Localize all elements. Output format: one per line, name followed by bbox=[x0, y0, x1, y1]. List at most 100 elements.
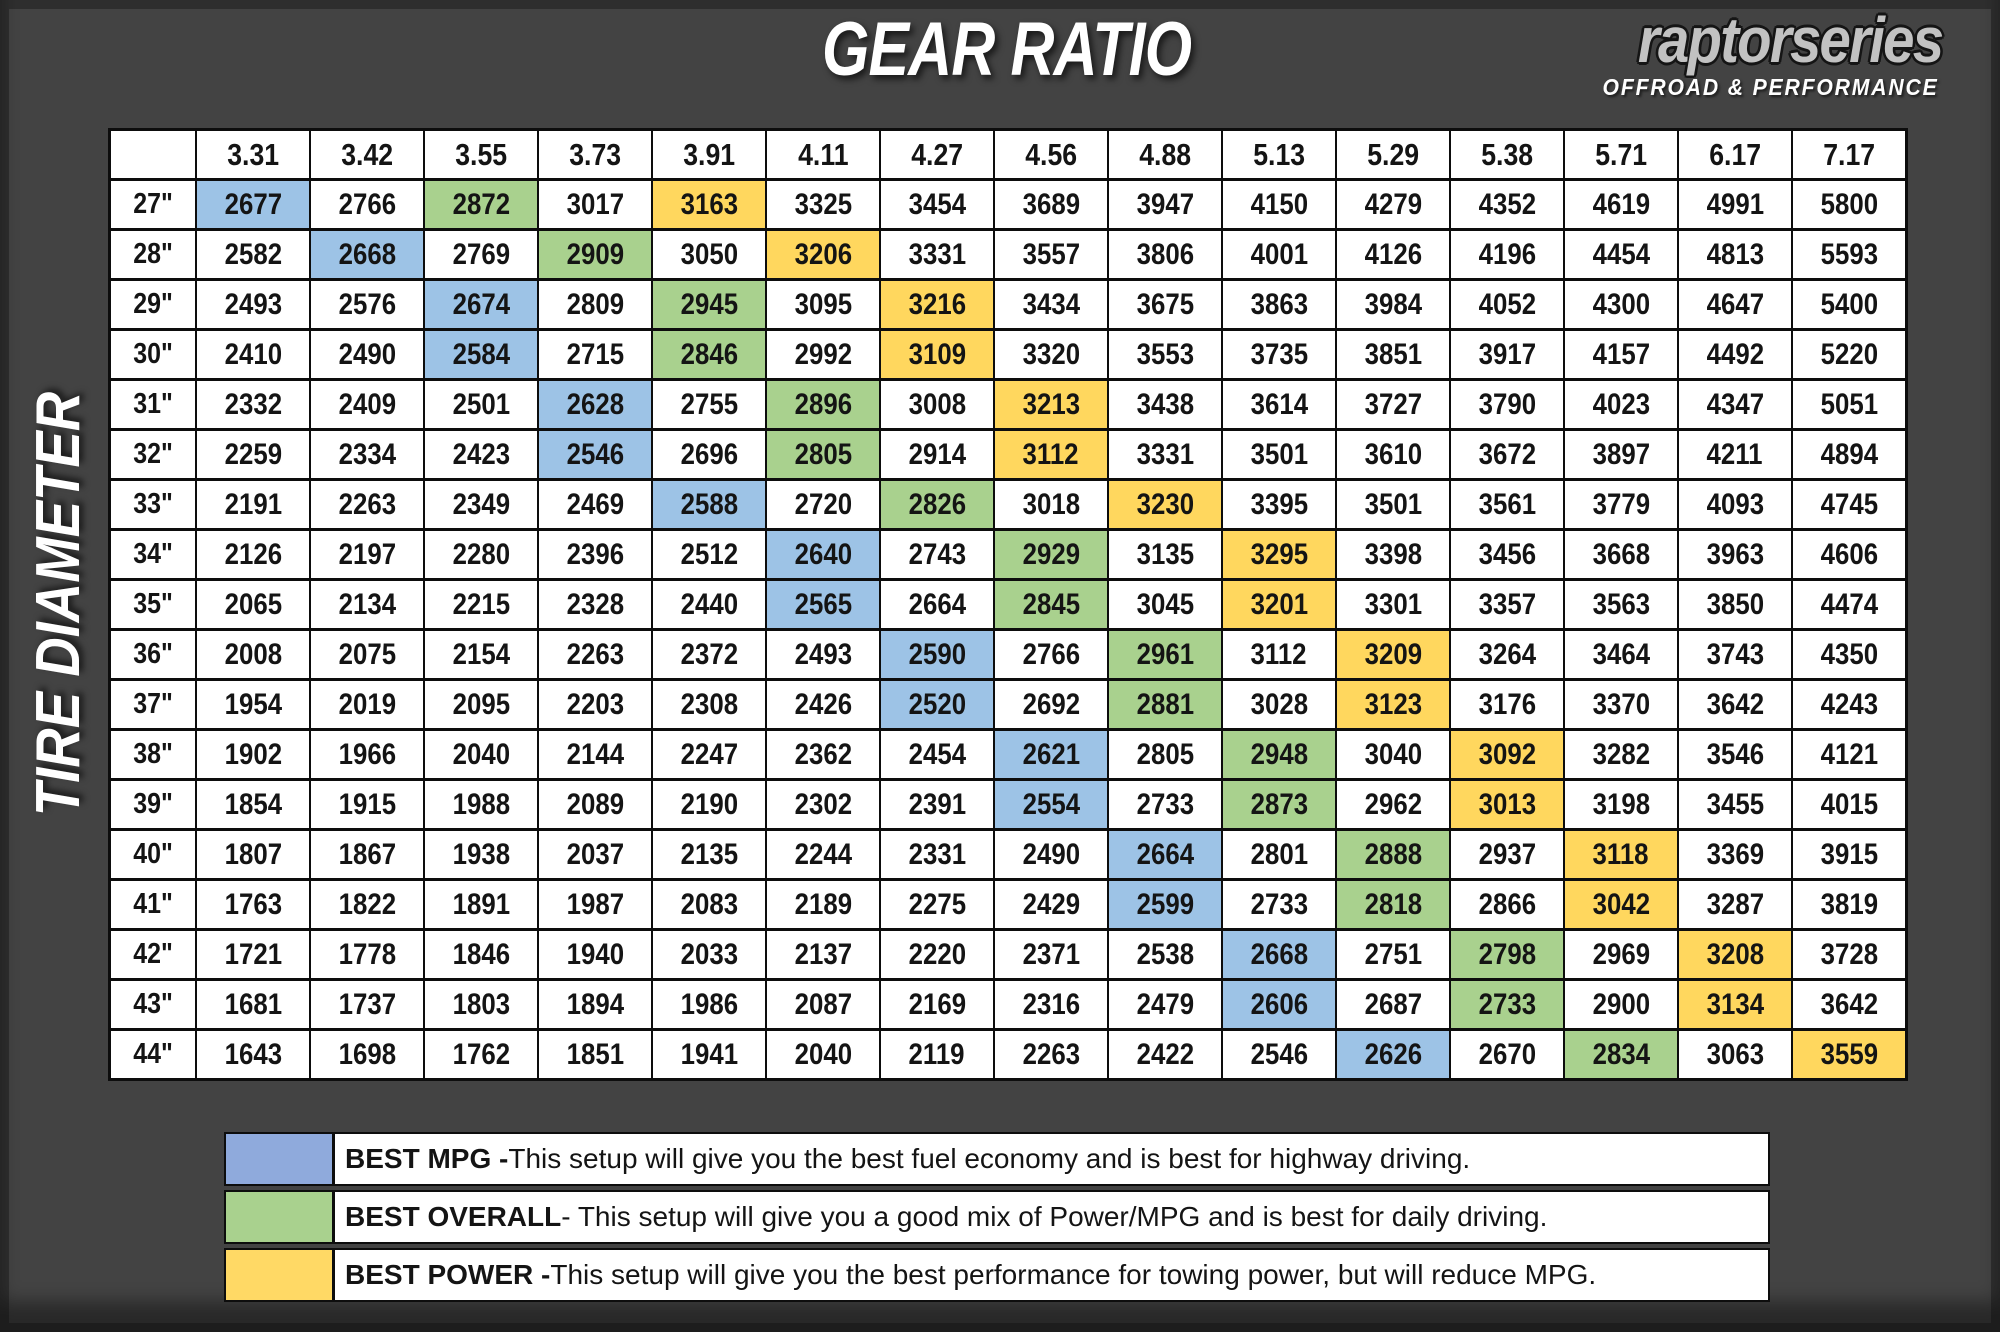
rpm-cell: 1966 bbox=[309, 728, 425, 781]
rpm-cell: 2900 bbox=[1563, 978, 1679, 1031]
rpm-cell: 3790 bbox=[1449, 378, 1565, 431]
rpm-cell: 2962 bbox=[1335, 778, 1451, 831]
rpm-cell: 4015 bbox=[1791, 778, 1908, 831]
rpm-cell: 1762 bbox=[423, 1028, 539, 1081]
rpm-cell: 2275 bbox=[879, 878, 995, 931]
logo-tagline: OFFROAD & PERFORMANCE bbox=[1602, 74, 1939, 100]
rpm-cell: 4352 bbox=[1449, 178, 1565, 231]
rpm-cell: 2065 bbox=[195, 578, 311, 631]
rpm-cell: 3050 bbox=[651, 228, 767, 281]
rpm-cell: 2454 bbox=[879, 728, 995, 781]
gear-ratio-header: 3.42 bbox=[309, 128, 425, 181]
rpm-cell: 1807 bbox=[195, 828, 311, 881]
rpm-cell: 2362 bbox=[765, 728, 881, 781]
rpm-cell: 1803 bbox=[423, 978, 539, 1031]
rpm-cell: 2554 bbox=[993, 778, 1109, 831]
rpm-cell: 2372 bbox=[651, 628, 767, 681]
rpm-cell: 3213 bbox=[993, 378, 1109, 431]
gear-ratio-header: 4.11 bbox=[765, 128, 881, 181]
gear-ratio-table: 3.31 3.42 3.55 3.73 3.91 4.11 4.27 4.56 4.88 5.13… bbox=[108, 128, 1908, 1081]
legend-swatch-best_power bbox=[226, 1250, 335, 1300]
rpm-cell: 5593 bbox=[1791, 228, 1908, 281]
tire-diameter-label: 34" bbox=[108, 528, 197, 581]
rpm-cell: 2422 bbox=[1107, 1028, 1223, 1081]
rpm-cell: 2751 bbox=[1335, 928, 1451, 981]
rpm-cell: 2668 bbox=[309, 228, 425, 281]
rpm-cell: 3018 bbox=[993, 478, 1109, 531]
rpm-cell: 3614 bbox=[1221, 378, 1337, 431]
tire-diameter-label: 42" bbox=[108, 928, 197, 981]
rpm-cell: 2087 bbox=[765, 978, 881, 1031]
rpm-cell: 2766 bbox=[993, 628, 1109, 681]
rpm-cell: 2371 bbox=[993, 928, 1109, 981]
rpm-cell: 3095 bbox=[765, 278, 881, 331]
rpm-cell: 2409 bbox=[309, 378, 425, 431]
tire-diameter-axis-label: TIRE DIAMETER bbox=[24, 391, 93, 817]
rpm-cell: 2961 bbox=[1107, 628, 1223, 681]
rpm-cell: 2733 bbox=[1449, 978, 1565, 1031]
rpm-cell: 3112 bbox=[1221, 628, 1337, 681]
rpm-cell: 2937 bbox=[1449, 828, 1565, 881]
tire-diameter-label: 44" bbox=[108, 1028, 197, 1081]
rpm-cell: 2677 bbox=[195, 178, 311, 231]
rpm-cell: 1822 bbox=[309, 878, 425, 931]
rpm-cell: 2169 bbox=[879, 978, 995, 1031]
rpm-cell: 3947 bbox=[1107, 178, 1223, 231]
legend-text-best_power: BEST POWER - This setup will give you th… bbox=[335, 1250, 1768, 1300]
legend-text-best_mpg: BEST MPG - This setup will give you the … bbox=[335, 1134, 1768, 1184]
rpm-cell: 3208 bbox=[1677, 928, 1793, 981]
rpm-cell: 2599 bbox=[1107, 878, 1223, 931]
rpm-cell: 3546 bbox=[1677, 728, 1793, 781]
rpm-cell: 2834 bbox=[1563, 1028, 1679, 1081]
rpm-cell: 2037 bbox=[537, 828, 653, 881]
rpm-cell: 3963 bbox=[1677, 528, 1793, 581]
tire-diameter-label: 31" bbox=[108, 378, 197, 431]
gear-ratio-header-row: 3.31 3.42 3.55 3.73 3.91 4.11 4.27 4.56 4.88 5.13… bbox=[108, 128, 1908, 181]
rpm-cell: 3819 bbox=[1791, 878, 1908, 931]
legend-label: BEST POWER - bbox=[345, 1259, 551, 1290]
rpm-cell: 2493 bbox=[765, 628, 881, 681]
rpm-cell: 2396 bbox=[537, 528, 653, 581]
rpm-cell: 2332 bbox=[195, 378, 311, 431]
rpm-cell: 2190 bbox=[651, 778, 767, 831]
tire-diameter-label: 29" bbox=[108, 278, 197, 331]
rpm-cell: 4126 bbox=[1335, 228, 1451, 281]
rpm-cell: 2144 bbox=[537, 728, 653, 781]
rpm-cell: 3743 bbox=[1677, 628, 1793, 681]
rpm-cell: 2520 bbox=[879, 678, 995, 731]
gear-ratio-header: 4.56 bbox=[993, 128, 1109, 181]
legend-row-best_mpg: BEST MPG - This setup will give you the … bbox=[224, 1132, 1770, 1186]
rpm-cell: 3727 bbox=[1335, 378, 1451, 431]
rpm-cell: 2040 bbox=[765, 1028, 881, 1081]
rpm-cell: 1894 bbox=[537, 978, 653, 1031]
rpm-cell: 2008 bbox=[195, 628, 311, 681]
rpm-cell: 2316 bbox=[993, 978, 1109, 1031]
rpm-cell: 2119 bbox=[879, 1028, 995, 1081]
rpm-cell: 2490 bbox=[993, 828, 1109, 881]
rpm-cell: 1941 bbox=[651, 1028, 767, 1081]
rpm-cell: 3112 bbox=[993, 428, 1109, 481]
rpm-cell: 3045 bbox=[1107, 578, 1223, 631]
rpm-cell: 2626 bbox=[1335, 1028, 1451, 1081]
rpm-cell: 2089 bbox=[537, 778, 653, 831]
rpm-cell: 2769 bbox=[423, 228, 539, 281]
table-row: 34" 2126 2197 2280 2396 2512 2640 2743 2929 3135 3… bbox=[108, 528, 1908, 581]
rpm-cell: 3553 bbox=[1107, 328, 1223, 381]
rpm-cell: 2501 bbox=[423, 378, 539, 431]
rpm-cell: 4813 bbox=[1677, 228, 1793, 281]
rpm-cell: 2083 bbox=[651, 878, 767, 931]
tire-diameter-label: 41" bbox=[108, 878, 197, 931]
rpm-cell: 3325 bbox=[765, 178, 881, 231]
rpm-cell: 2664 bbox=[1107, 828, 1223, 881]
rpm-cell: 2429 bbox=[993, 878, 1109, 931]
gear-ratio-header: 4.88 bbox=[1107, 128, 1223, 181]
rpm-cell: 2801 bbox=[1221, 828, 1337, 881]
table-header-row: 3.31 3.42 3.55 3.73 3.91 4.11 4.27 4.56 4.88 5.13… bbox=[108, 128, 1908, 181]
legend-desc: This setup will give you the best fuel e… bbox=[508, 1143, 1471, 1174]
rpm-cell: 2134 bbox=[309, 578, 425, 631]
rpm-cell: 4196 bbox=[1449, 228, 1565, 281]
rpm-cell: 2845 bbox=[993, 578, 1109, 631]
rpm-cell: 3042 bbox=[1563, 878, 1679, 931]
rpm-cell: 1867 bbox=[309, 828, 425, 881]
